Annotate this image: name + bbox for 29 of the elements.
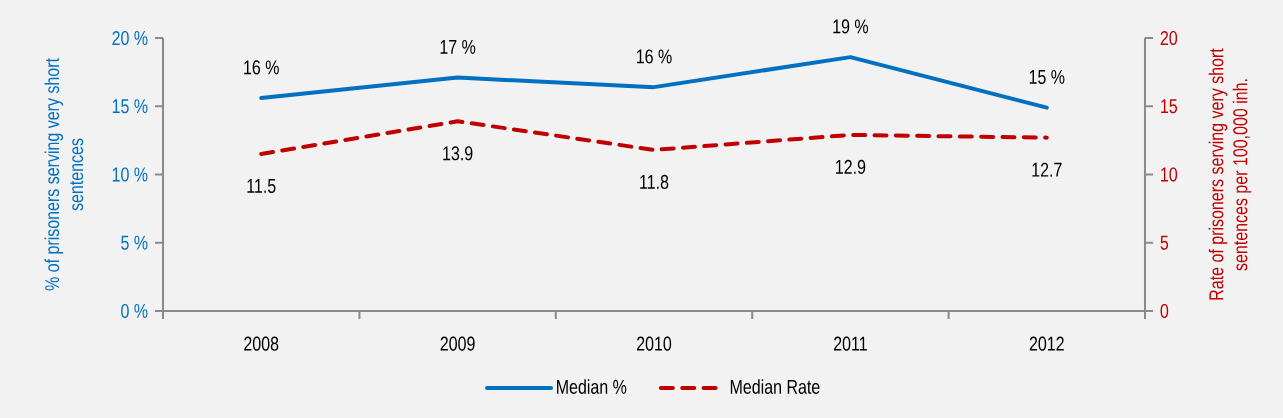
y2-tick-label: 15: [1161, 99, 1178, 114]
legend-label: Median Rate: [730, 379, 820, 394]
y2-tick-label: 20: [1160, 30, 1178, 46]
data-label: 15 %: [1029, 69, 1065, 84]
y-tick-label: 0 %: [121, 303, 148, 319]
y-axis-title: % of prisoners serving very short sentences: [44, 58, 84, 291]
x-tick-label: 2011: [833, 336, 867, 351]
legend-label: Median %: [557, 379, 627, 394]
x-tick-label: 2009: [440, 336, 475, 351]
data-label: 12.9: [836, 159, 866, 174]
data-label: 12.7: [1032, 162, 1062, 177]
y2-tick-label: 0: [1160, 303, 1169, 319]
y-tick-label: 20 %: [112, 30, 148, 46]
data-label: 11.8: [640, 174, 669, 189]
y2-axis-title: Rate of prisoners serving very short sentences per 100,000 inh.: [1208, 48, 1252, 300]
y-tick-label: 15 %: [112, 99, 148, 114]
x-tick-label: 2012: [1029, 336, 1064, 351]
data-label: 17 %: [440, 39, 476, 54]
data-label: 19 %: [833, 19, 869, 34]
y2-tick-label: 10: [1161, 167, 1178, 182]
y-tick-label: 10 %: [112, 167, 148, 182]
data-label: 11.5: [247, 179, 276, 193]
data-label: 16 %: [244, 60, 279, 75]
x-tick-label: 2008: [244, 336, 279, 351]
data-label: 16 %: [636, 49, 672, 64]
y-tick-label: 5 %: [121, 235, 148, 250]
y2-tick-label: 5: [1160, 235, 1169, 250]
x-tick-label: 2010: [637, 336, 672, 351]
data-label: 13.9: [443, 146, 473, 161]
